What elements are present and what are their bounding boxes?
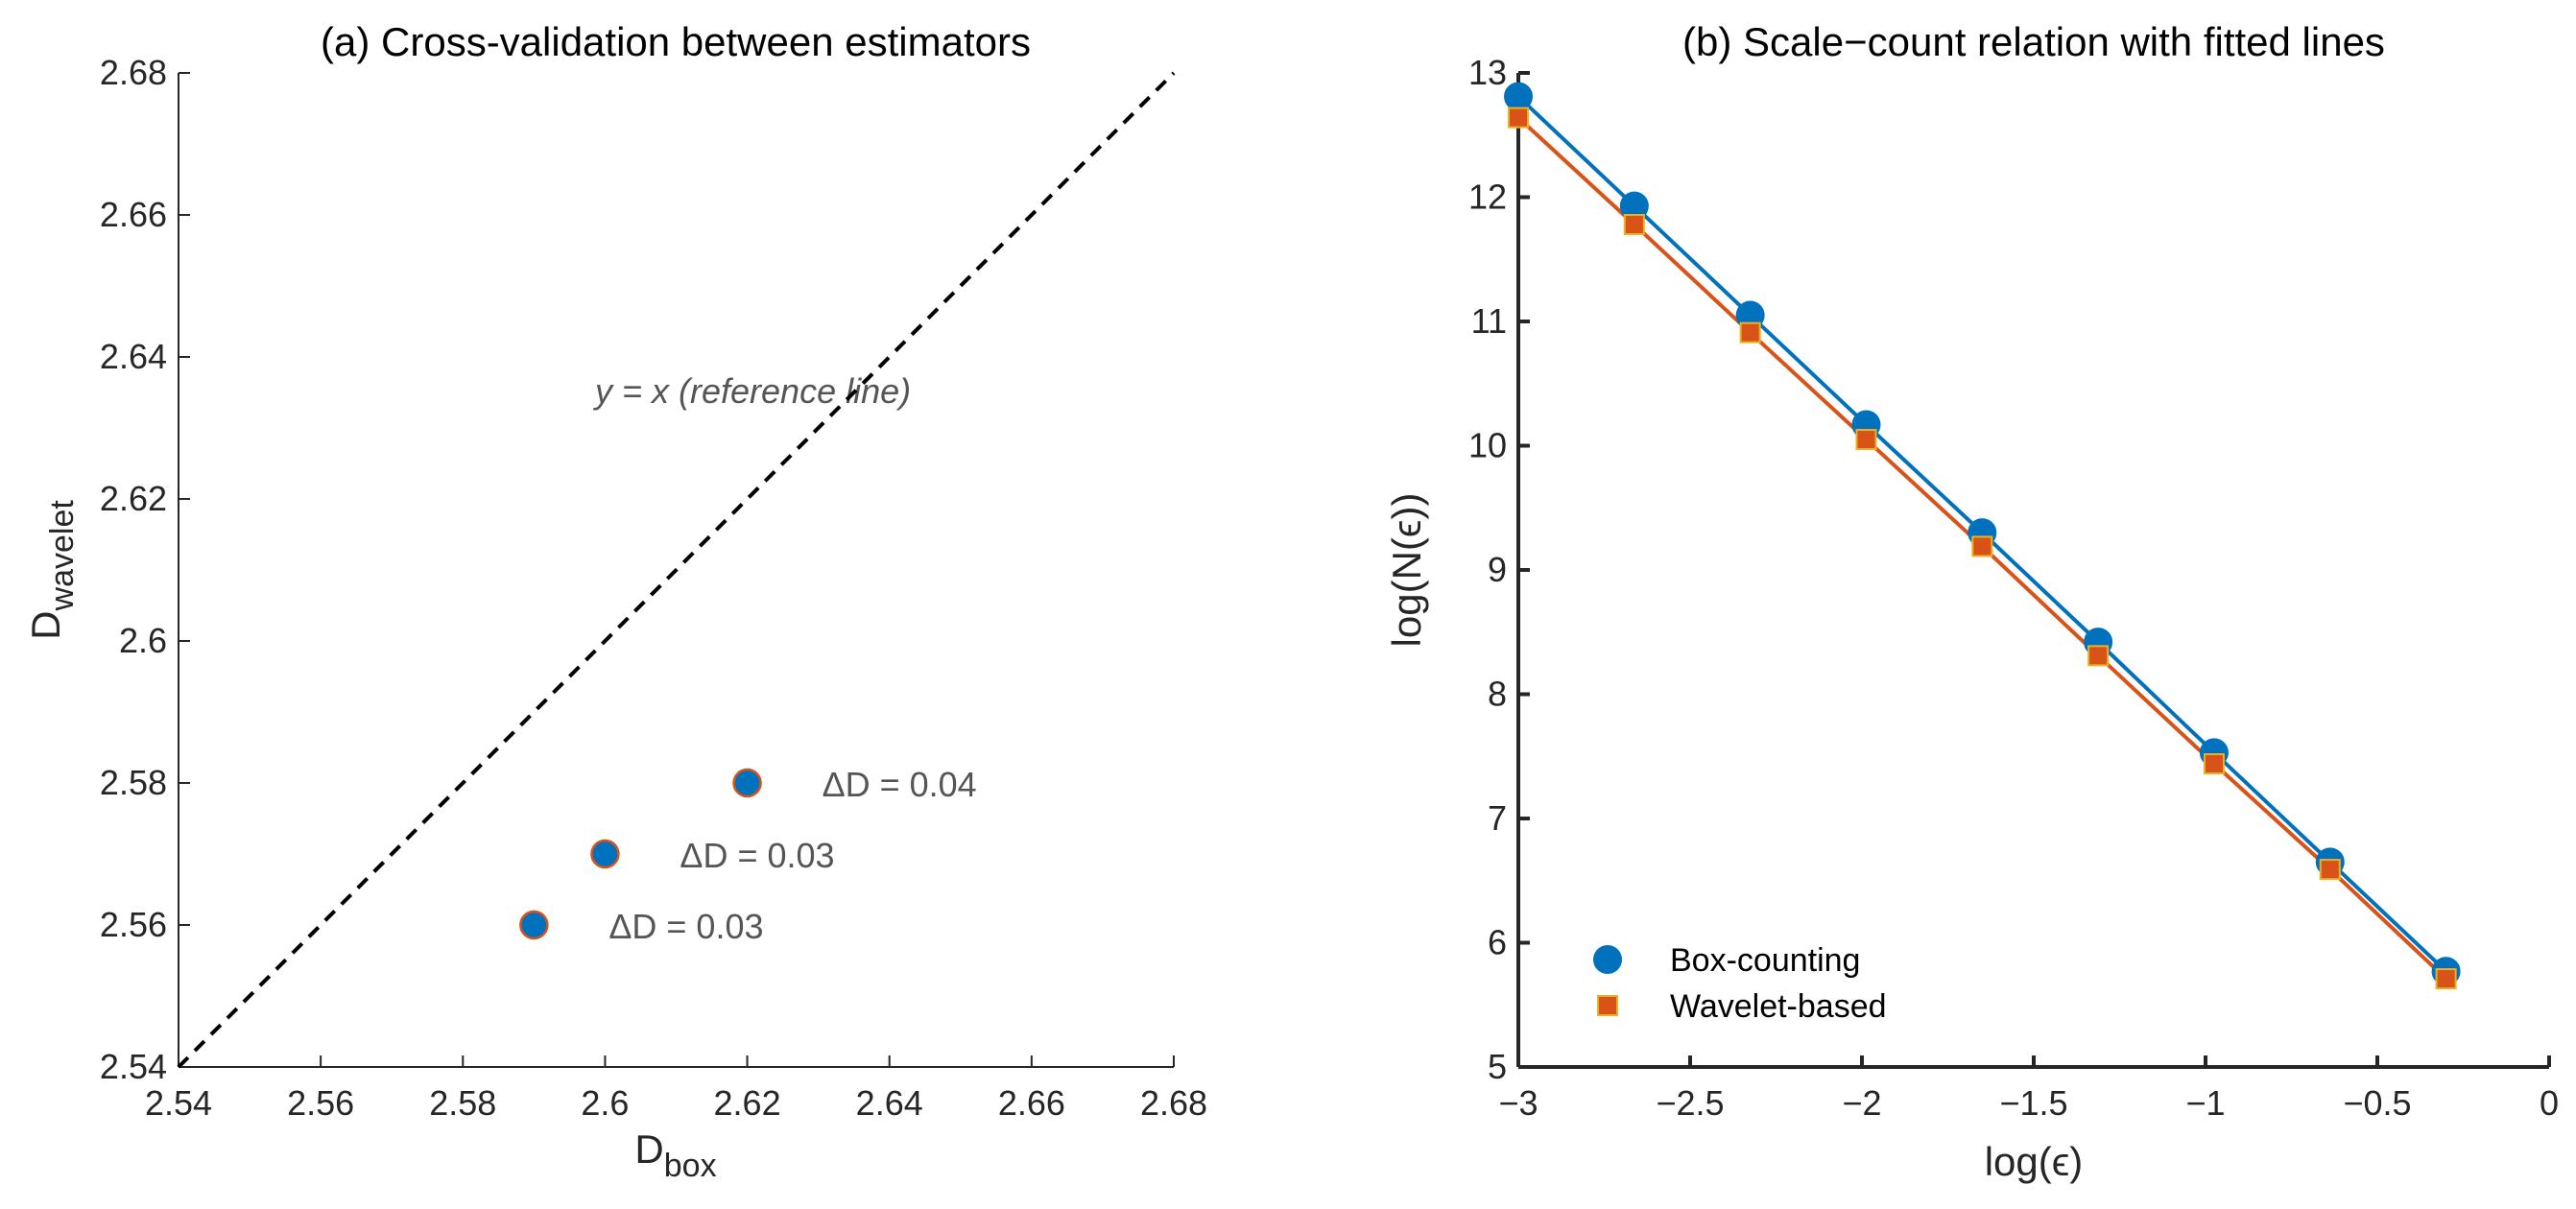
y-tick-label: 2.56 bbox=[100, 905, 167, 944]
y-tick-label: 11 bbox=[1471, 301, 1507, 341]
wavelet-point bbox=[1739, 321, 1761, 344]
wavelet-point bbox=[2087, 645, 2110, 667]
wavelet-point bbox=[2435, 968, 2457, 990]
legend-label: Box-counting bbox=[1670, 942, 1860, 979]
y-tick-label: 2.66 bbox=[100, 195, 167, 234]
y-tick-label: 10 bbox=[1468, 426, 1507, 465]
reference-line-y-equals-x bbox=[177, 71, 1176, 1069]
y-tick-label: 6 bbox=[1488, 923, 1507, 962]
x-tick-label: 2.54 bbox=[145, 1083, 212, 1123]
x-tick-label: 2.56 bbox=[287, 1083, 354, 1123]
y-tick-label: 5 bbox=[1488, 1047, 1507, 1086]
x-tick-label: −1.5 bbox=[1999, 1083, 2067, 1123]
y-tick-label: 7 bbox=[1488, 798, 1507, 838]
legend-label: Wavelet-based bbox=[1670, 988, 1887, 1025]
x-tick-label: 2.6 bbox=[581, 1083, 629, 1123]
x-tick-label: 2.62 bbox=[714, 1083, 781, 1123]
wavelet-point bbox=[1623, 213, 1645, 235]
legend-marker-wavelet bbox=[1597, 995, 1618, 1016]
wavelet-point bbox=[1855, 429, 1877, 451]
wavelet-point bbox=[2203, 753, 2225, 775]
delta-d-label: ΔD = 0.04 bbox=[823, 765, 977, 804]
panel-b-scale-count: (b) Scale−count relation with fitted lin… bbox=[1384, 19, 2559, 1184]
x-tick-label: −2.5 bbox=[1656, 1083, 1724, 1123]
x-tick-label: 2.68 bbox=[1140, 1083, 1207, 1123]
data-point bbox=[519, 910, 549, 940]
data-point bbox=[732, 768, 762, 798]
legend-marker-box-counting bbox=[1593, 945, 1622, 974]
panel-a-title: (a) Cross-validation between estimators bbox=[321, 19, 1031, 64]
panel-a-ylabel: Dwavelet bbox=[23, 500, 81, 640]
x-tick-label: 2.66 bbox=[998, 1083, 1065, 1123]
x-tick-label: −3 bbox=[1498, 1083, 1538, 1123]
wavelet-point bbox=[1508, 107, 1529, 129]
panel-a-cross-validation: (a) Cross-validation between estimators … bbox=[23, 19, 1207, 1184]
reference-line-label: y = x (reference line) bbox=[592, 371, 911, 411]
delta-d-label: ΔD = 0.03 bbox=[680, 836, 834, 875]
x-tick-label: −0.5 bbox=[2343, 1083, 2411, 1123]
y-tick-label: 8 bbox=[1488, 675, 1507, 714]
panel-a-xlabel: Dbox bbox=[634, 1126, 716, 1184]
wavelet-point bbox=[1971, 535, 1993, 557]
x-tick-label: −1 bbox=[2185, 1083, 2225, 1123]
y-tick-label: 2.58 bbox=[100, 763, 167, 802]
panel-b-title: (b) Scale−count relation with fitted lin… bbox=[1682, 19, 2385, 64]
y-tick-label: 2.68 bbox=[100, 53, 167, 92]
y-tick-label: 9 bbox=[1488, 550, 1507, 589]
delta-d-label: ΔD = 0.03 bbox=[608, 907, 763, 946]
x-tick-label: 0 bbox=[2540, 1083, 2559, 1123]
wavelet-point bbox=[2319, 859, 2341, 881]
panel-b-xlabel: log(ϵ) bbox=[1985, 1139, 2084, 1184]
y-tick-label: 2.54 bbox=[100, 1047, 167, 1086]
y-tick-label: 13 bbox=[1468, 53, 1507, 92]
x-tick-label: 2.58 bbox=[429, 1083, 496, 1123]
x-tick-label: 2.64 bbox=[856, 1083, 923, 1123]
y-tick-label: 2.62 bbox=[100, 479, 167, 518]
data-point bbox=[590, 839, 620, 869]
y-tick-label: 2.64 bbox=[100, 337, 167, 376]
y-tick-label: 2.6 bbox=[119, 621, 167, 660]
y-tick-label: 12 bbox=[1468, 178, 1507, 217]
x-tick-label: −2 bbox=[1842, 1083, 1881, 1123]
panel-b-ylabel: log(N(ϵ)) bbox=[1384, 493, 1429, 648]
box-counting-point bbox=[1504, 82, 1533, 111]
